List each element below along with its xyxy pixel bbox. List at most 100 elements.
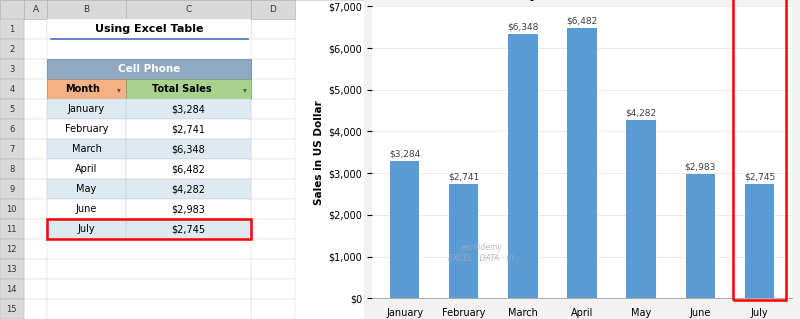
Text: $4,282: $4,282 (171, 184, 206, 194)
Text: $6,348: $6,348 (171, 144, 206, 154)
Text: $3,284: $3,284 (389, 150, 420, 159)
Bar (251, 259, 295, 279)
Text: 1: 1 (10, 25, 14, 33)
Text: April: April (75, 164, 98, 174)
Bar (508, 33, 538, 298)
Y-axis label: Sales in US Dollar: Sales in US Dollar (314, 100, 324, 205)
Bar (47, 179, 126, 199)
Text: ▾: ▾ (117, 85, 121, 93)
Text: Cell Phone: Cell Phone (118, 64, 181, 74)
Bar (251, 0, 295, 19)
Bar (251, 79, 295, 99)
Bar (390, 161, 419, 298)
Bar (47, 59, 251, 79)
Text: 5: 5 (10, 105, 14, 114)
Bar (251, 139, 295, 159)
Text: ▾: ▾ (242, 85, 246, 93)
Bar (449, 184, 478, 298)
Bar (126, 179, 251, 199)
Bar (251, 119, 295, 139)
Text: 12: 12 (6, 245, 17, 254)
Bar (24, 0, 47, 19)
Bar (0, 19, 24, 39)
Text: February: February (65, 124, 108, 134)
Bar (0, 0, 24, 19)
Text: exceldemy
EXCEL · DATA · BI: exceldemy EXCEL · DATA · BI (448, 243, 514, 263)
Bar (126, 199, 251, 219)
Text: $4,282: $4,282 (626, 108, 657, 117)
Title: Monthly Sales of Cell Phone: Monthly Sales of Cell Phone (478, 0, 686, 1)
Bar (0, 59, 24, 79)
Bar (126, 119, 251, 139)
Bar (251, 199, 295, 219)
Bar (0, 259, 24, 279)
Bar (0, 99, 24, 119)
Text: D: D (270, 5, 277, 14)
Text: $2,745: $2,745 (744, 172, 775, 181)
Bar (24, 59, 47, 79)
Bar (0, 79, 24, 99)
Text: Using Excel Table: Using Excel Table (95, 24, 203, 34)
Bar (47, 0, 126, 19)
Bar (0, 299, 24, 319)
Bar (47, 219, 126, 239)
Text: 15: 15 (6, 305, 17, 314)
Bar (567, 28, 597, 298)
Bar (626, 120, 656, 298)
Bar (47, 79, 126, 99)
Text: $2,745: $2,745 (171, 224, 206, 234)
Bar (126, 0, 251, 19)
Text: B: B (83, 5, 90, 14)
Text: $2,983: $2,983 (171, 204, 206, 214)
Bar (47, 299, 251, 319)
Bar (251, 159, 295, 179)
Bar (47, 59, 251, 79)
Bar (0, 139, 24, 159)
Text: $3,284: $3,284 (171, 104, 206, 114)
Bar (251, 299, 295, 319)
Text: 7: 7 (9, 145, 14, 153)
Text: 10: 10 (6, 204, 17, 213)
Text: C: C (186, 5, 191, 14)
Bar (126, 139, 251, 159)
Bar (251, 179, 295, 199)
Bar (251, 39, 295, 59)
Text: $2,741: $2,741 (448, 173, 479, 182)
Bar (47, 99, 126, 119)
Text: July: July (78, 224, 95, 234)
Text: $6,482: $6,482 (171, 164, 206, 174)
Text: January: January (68, 104, 105, 114)
Bar (24, 99, 47, 119)
Bar (251, 99, 295, 119)
Bar (686, 174, 715, 298)
Text: Total Sales: Total Sales (152, 84, 212, 94)
Bar (47, 199, 126, 219)
Bar (24, 279, 47, 299)
Bar (24, 299, 47, 319)
Text: $2,983: $2,983 (685, 162, 716, 171)
Bar (251, 59, 295, 79)
Bar (126, 159, 251, 179)
Bar (47, 219, 251, 239)
Bar (47, 139, 126, 159)
Bar (251, 279, 295, 299)
Bar (126, 99, 251, 119)
Text: A: A (33, 5, 38, 14)
Text: 2: 2 (10, 45, 14, 54)
Text: June: June (76, 204, 97, 214)
Bar (0, 39, 24, 59)
Text: $2,741: $2,741 (171, 124, 206, 134)
Text: 14: 14 (6, 285, 17, 293)
Text: $6,348: $6,348 (507, 22, 538, 31)
Bar (24, 119, 47, 139)
Bar (24, 239, 47, 259)
Bar (24, 19, 47, 39)
Text: $6,482: $6,482 (566, 17, 598, 26)
Bar (24, 159, 47, 179)
Bar (47, 119, 126, 139)
Text: 4: 4 (10, 85, 14, 93)
Bar (251, 19, 295, 39)
Bar (126, 79, 251, 99)
Text: 3: 3 (9, 65, 14, 74)
Bar (251, 219, 295, 239)
